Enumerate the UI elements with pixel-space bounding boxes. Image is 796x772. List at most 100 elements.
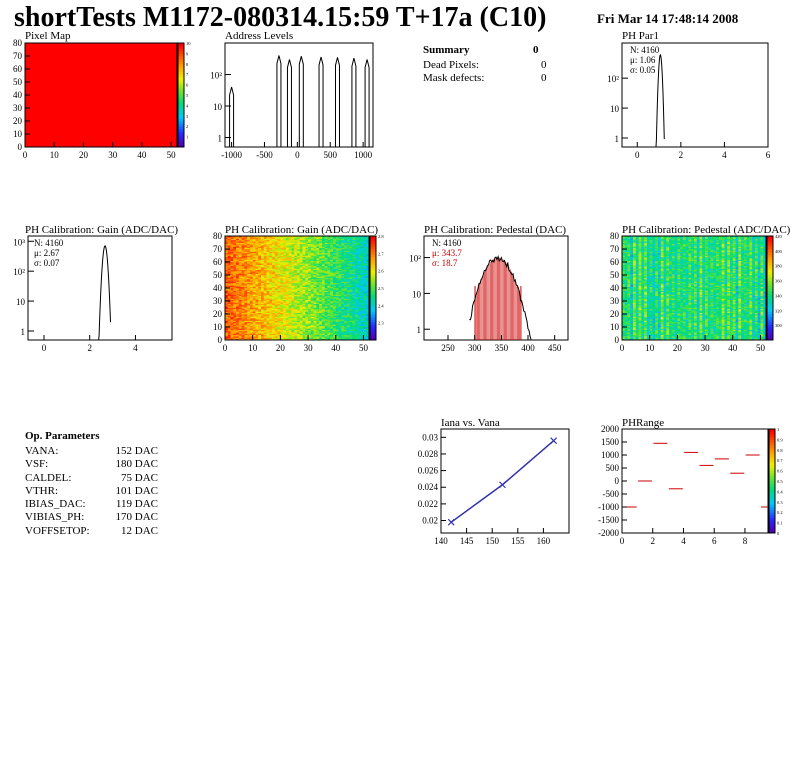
heatmap-cell xyxy=(252,255,256,258)
heatmap-cell xyxy=(633,329,637,332)
heatmap-cell xyxy=(341,295,345,298)
heatmap-cell xyxy=(280,328,284,330)
heatmap-cell xyxy=(252,303,256,306)
heatmap-cell xyxy=(297,290,301,293)
heatmap-cell xyxy=(324,288,328,290)
heatmap-cell xyxy=(308,275,312,277)
heatmap-cell xyxy=(302,251,306,254)
heatmap-cell xyxy=(277,277,281,280)
heatmap-cell xyxy=(247,323,251,325)
heatmap-cell xyxy=(266,301,270,303)
heatmap-cell xyxy=(341,306,345,308)
heatmap-cell xyxy=(363,242,367,245)
heatmap-cell xyxy=(633,334,637,337)
heatmap-cell xyxy=(341,243,345,246)
heatmap-cell xyxy=(627,337,631,339)
heatmap-cell xyxy=(227,321,231,324)
stats-label: μ: 1.06 xyxy=(630,55,656,65)
color-scale-cell xyxy=(370,327,376,331)
heatmap-cell xyxy=(346,286,350,289)
heatmap-cell xyxy=(299,302,303,304)
heatmap-cell xyxy=(633,314,637,316)
heatmap-cell xyxy=(627,298,631,300)
heatmap-cell xyxy=(335,297,339,299)
heatmap-cell xyxy=(338,237,342,239)
heatmap-cell xyxy=(327,242,331,245)
heatmap-cell xyxy=(277,323,281,325)
heatmap-cell xyxy=(366,289,370,291)
heatmap-cell xyxy=(635,278,639,281)
heatmap-cell xyxy=(291,271,295,273)
heatmap-cell xyxy=(333,301,337,303)
heatmap-cell xyxy=(635,291,639,294)
heatmap-cell xyxy=(258,302,262,304)
heatmap-cell xyxy=(236,308,240,311)
heatmap-cell xyxy=(635,325,639,328)
heatmap-cell xyxy=(321,315,325,317)
heatmap-cell xyxy=(624,252,628,255)
heatmap-cell xyxy=(321,247,325,250)
heatmap-cell xyxy=(291,241,295,243)
heatmap-cell xyxy=(316,269,320,272)
heatmap-cell xyxy=(255,239,259,242)
heatmap-cell xyxy=(316,321,320,324)
heatmap-cell xyxy=(236,312,240,315)
heatmap-cell xyxy=(635,246,639,248)
heatmap-cell xyxy=(638,321,642,324)
heatmap-cell xyxy=(635,245,639,247)
heatmap-cell xyxy=(236,271,240,273)
heatmap-cell xyxy=(255,252,259,255)
heatmap-cell xyxy=(230,269,234,272)
heatmap-cell xyxy=(330,311,334,313)
heatmap-cell xyxy=(341,285,345,287)
heatmap-cell xyxy=(288,290,292,293)
heatmap-cell xyxy=(310,308,314,311)
heatmap-cell xyxy=(310,260,314,263)
heatmap-cell xyxy=(283,301,287,303)
heatmap-cell xyxy=(316,236,320,238)
heatmap-cell xyxy=(272,329,276,332)
heatmap-cell xyxy=(627,284,631,286)
heatmap-cell xyxy=(255,260,259,263)
heatmap-cell xyxy=(627,324,631,326)
heatmap-cell xyxy=(341,239,345,242)
heatmap-cell xyxy=(233,273,237,276)
heatmap-cell xyxy=(299,263,303,265)
heatmap-cell xyxy=(355,238,359,241)
heatmap-cell xyxy=(291,298,295,300)
heatmap-cell xyxy=(344,250,348,252)
heatmap-cell xyxy=(316,304,320,307)
heatmap-cell xyxy=(327,321,331,324)
heatmap-cell xyxy=(346,316,350,319)
heatmap-cell xyxy=(355,263,359,265)
heatmap-cell xyxy=(227,277,231,280)
heatmap-cell xyxy=(288,285,292,287)
heatmap-cell xyxy=(313,337,317,339)
heatmap-cell xyxy=(630,255,634,258)
heatmap-cell xyxy=(316,258,320,260)
heatmap-cell xyxy=(357,320,361,323)
heatmap-cell xyxy=(330,249,334,251)
heatmap-cell xyxy=(285,304,289,307)
heatmap-cell xyxy=(319,276,323,278)
heatmap-cell xyxy=(288,301,292,303)
heatmap-cell xyxy=(310,298,314,300)
heatmap-cell xyxy=(255,290,259,293)
heatmap-cell xyxy=(346,267,350,269)
heatmap-cell xyxy=(266,288,270,290)
heatmap-cell xyxy=(357,295,361,298)
heatmap-cell xyxy=(335,323,339,325)
heatmap-cell xyxy=(333,249,337,251)
heatmap-cell xyxy=(269,269,273,272)
heatmap-cell xyxy=(360,271,364,273)
heatmap-cell xyxy=(233,311,237,313)
heatmap-cell xyxy=(635,284,639,286)
heatmap-cell xyxy=(308,264,312,267)
heatmap-cell xyxy=(341,290,345,293)
heatmap-cell xyxy=(349,323,353,325)
heatmap-cell xyxy=(230,333,234,336)
heatmap-cell xyxy=(297,254,301,256)
heatmap-cell xyxy=(338,247,342,250)
heatmap-cell xyxy=(310,289,314,291)
heatmap-cell xyxy=(244,249,248,251)
